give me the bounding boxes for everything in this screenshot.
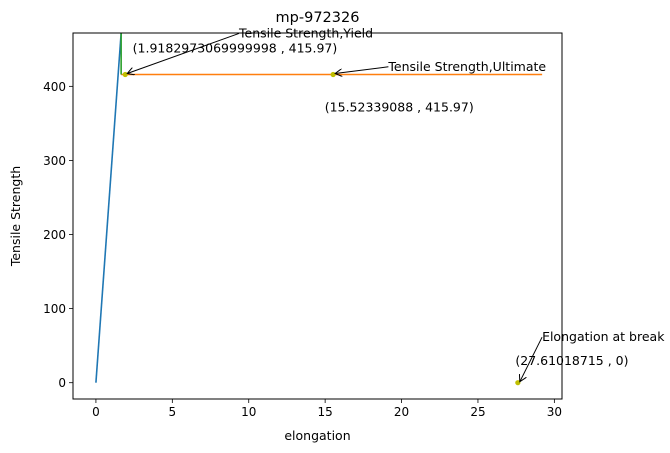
data-point-2 bbox=[330, 71, 336, 78]
y-tick-label: 200 bbox=[43, 228, 66, 242]
data-markers bbox=[122, 71, 521, 386]
y-tick-label: 100 bbox=[43, 302, 66, 316]
annotation-arrow-3 bbox=[335, 66, 389, 74]
annotation-arrow-1 bbox=[127, 32, 240, 73]
y-tick-label: 0 bbox=[58, 376, 66, 390]
chart-title: mp-972326 bbox=[276, 10, 360, 26]
series-lines bbox=[95, 32, 543, 383]
series-line-1 bbox=[95, 32, 122, 383]
annotation-text-6: (27.61018715 , 0) bbox=[515, 353, 628, 368]
x-tick-label: 10 bbox=[241, 405, 256, 419]
annotation-text-1: Tensile Strength,Yield bbox=[238, 25, 373, 40]
x-axis-label: elongation bbox=[284, 428, 350, 443]
y-tick-label: 400 bbox=[43, 80, 66, 94]
data-point-1 bbox=[122, 71, 128, 78]
plot-frame bbox=[72, 32, 563, 400]
x-tick-label: 25 bbox=[470, 405, 485, 419]
annotation-text-3: Tensile Strength,Ultimate bbox=[387, 59, 546, 74]
x-tick-label: 30 bbox=[547, 405, 562, 419]
y-axis-ticks: 0 100 200 300 400 bbox=[43, 80, 73, 390]
annotations: Tensile Strength,Yield(1.918297306999999… bbox=[127, 25, 665, 381]
x-tick-label: 20 bbox=[394, 405, 409, 419]
y-axis-label: Tensile Strength bbox=[8, 166, 23, 267]
annotation-arrow-5 bbox=[520, 336, 543, 381]
y-tick-label: 300 bbox=[43, 154, 66, 168]
x-tick-label: 0 bbox=[92, 405, 100, 419]
x-tick-label: 5 bbox=[169, 405, 177, 419]
data-point-3 bbox=[515, 380, 521, 386]
x-axis-ticks: 0 5 10 15 20 25 30 bbox=[92, 399, 562, 419]
annotation-text-2: (1.9182973069999998 , 415.97) bbox=[133, 40, 338, 55]
annotation-text-5: Elongation at break bbox=[542, 329, 665, 344]
x-tick-label: 15 bbox=[318, 405, 333, 419]
annotation-text-4: (15.52339088 , 415.97) bbox=[325, 100, 474, 115]
